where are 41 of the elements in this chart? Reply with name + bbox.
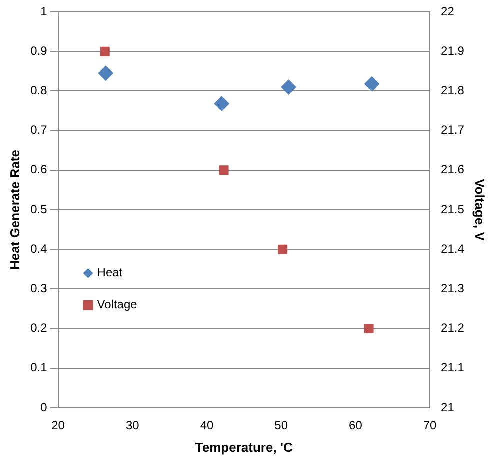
y-tick-label: 0.4 — [30, 242, 48, 256]
x-tick-label: 70 — [423, 418, 438, 433]
point — [278, 244, 288, 254]
y2-tick-label: 21.3 — [441, 282, 465, 296]
legend-label: Heat — [97, 266, 124, 280]
y2-tick-label: 22 — [441, 4, 455, 18]
y-tick-label: 0.3 — [30, 282, 48, 296]
y2-tick-label: 21.6 — [441, 162, 465, 177]
point — [214, 96, 230, 112]
point — [281, 80, 296, 95]
point — [364, 324, 374, 334]
x-tick-label: 50 — [274, 418, 288, 433]
y2-tick-label: 21.5 — [441, 202, 465, 216]
y-tick-label: 0.6 — [30, 162, 48, 177]
legend-label: Voltage — [97, 298, 138, 312]
y-tick-label: 0 — [40, 400, 48, 414]
y2-tick-label: 21.7 — [441, 123, 465, 138]
x-tick-label: 40 — [200, 418, 214, 433]
y2-tick-label: 21.1 — [441, 360, 465, 375]
y-tick-label: 1 — [40, 4, 48, 18]
y-axis-title: Heat Generate Rate — [7, 150, 22, 270]
y2-tick-label: 21.9 — [441, 44, 465, 58]
x-tick-label: 30 — [126, 418, 140, 433]
y-tick-label: 0.8 — [30, 84, 48, 98]
y2-tick-label: 21.2 — [441, 321, 465, 336]
y2-tick-label: 21.4 — [441, 242, 465, 256]
point — [219, 166, 229, 176]
y2-tick-label: 21 — [441, 400, 455, 414]
point — [364, 76, 380, 92]
y-tick-label: 0.9 — [30, 44, 48, 58]
y-tick-label: 0.2 — [30, 321, 48, 336]
y2-tick-label: 21.8 — [441, 84, 465, 98]
x-tick-label: 20 — [52, 418, 66, 433]
y-tick-label: 0.1 — [30, 360, 48, 375]
point — [98, 66, 114, 81]
y-tick-label: 0.7 — [30, 123, 48, 138]
x-tick-label: 60 — [349, 418, 363, 433]
y2-axis-title: Voltage, V — [472, 179, 488, 242]
point — [100, 46, 110, 56]
x-axis-title: Temperature, 'C — [195, 440, 294, 455]
y-tick-label: 0.5 — [30, 202, 48, 216]
